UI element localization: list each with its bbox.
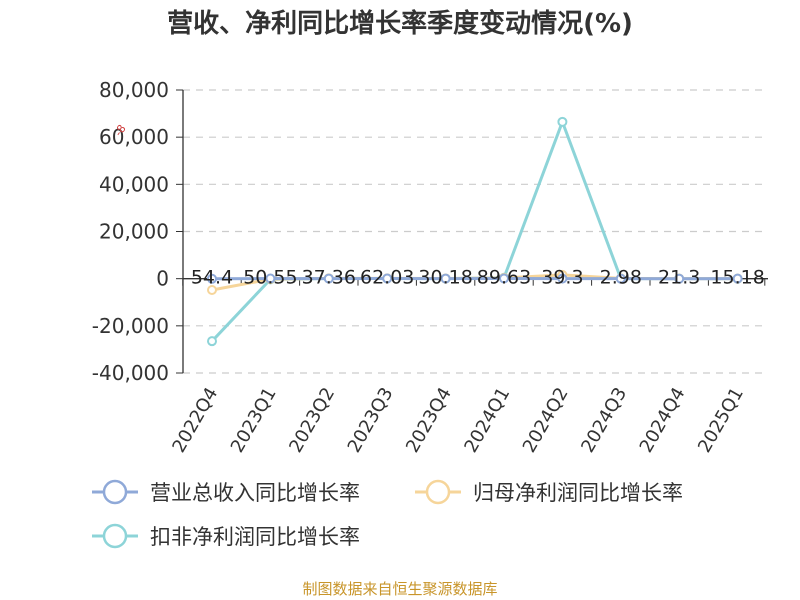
data-point[interactable]	[557, 116, 568, 127]
data-point[interactable]	[615, 273, 626, 284]
data-label: 30.18	[418, 267, 472, 289]
data-label: 21.3	[658, 267, 700, 289]
data-point[interactable]	[207, 273, 217, 284]
y-tick-label: 60,000	[99, 125, 169, 149]
legend-item[interactable]: 扣非净利润同比增长率	[92, 523, 360, 549]
y-tick-label: 0	[156, 267, 169, 291]
data-point[interactable]	[440, 273, 451, 284]
legend-item[interactable]: 归母净利润同比增长率	[415, 479, 683, 505]
x-tick-label: 2023Q2	[285, 384, 339, 456]
x-tick-label: 2024Q2	[519, 384, 573, 456]
data-label: 54.4	[191, 267, 233, 289]
x-tick-label: 2025Q1	[694, 384, 748, 456]
data-point[interactable]	[207, 336, 217, 347]
y-tick-label: -20,000	[92, 314, 169, 338]
data-label: 50.55	[243, 267, 297, 289]
data-point[interactable]	[732, 273, 743, 284]
data-label: 62.03	[360, 267, 414, 289]
data-label: 89.63	[477, 267, 531, 289]
legend-label: 扣非净利润同比增长率	[150, 525, 360, 549]
data-label: 2.98	[600, 267, 642, 289]
data-point[interactable]	[207, 284, 217, 295]
y-tick-label: 40,000	[99, 172, 169, 196]
data-point[interactable]	[557, 273, 568, 284]
x-tick-label: 2023Q1	[227, 384, 281, 456]
data-label: 39.3	[541, 267, 583, 289]
data-label: 37.36	[302, 267, 356, 289]
series-1	[207, 273, 743, 284]
x-tick-label: 2023Q4	[402, 384, 456, 456]
grid-lines	[183, 89, 768, 374]
y-tick-label: 80,000	[99, 78, 169, 102]
data-labels: 54.4 50.55 37.36 62.03 30.18 89.63 39.3 2.98 21.…	[191, 267, 765, 289]
x-tick-label: 2022Q4	[168, 384, 222, 456]
x-axis-ticks: 2022Q4 2023Q1 2023Q2 2023Q3 2023Q4 2024Q1 2024…	[168, 278, 766, 456]
y-tick-label: -40,000	[92, 361, 169, 385]
data-point[interactable]	[499, 273, 509, 284]
series-lines	[207, 116, 743, 347]
y-axis-ticks: 80,000 60,000 40,000 20,000 0 -20,000 -40,000	[92, 78, 183, 385]
chart-title: 营收、净利同比增长率季度变动情况(%)	[167, 8, 633, 39]
data-point[interactable]	[382, 273, 393, 284]
data-point[interactable]	[674, 273, 685, 284]
legend-item[interactable]: 营业总收入同比增长率	[92, 479, 360, 505]
data-point[interactable]	[265, 273, 276, 284]
x-tick-label: 2024Q1	[460, 384, 514, 456]
x-tick-label: 2023Q3	[344, 384, 398, 456]
legend-label: 归母净利润同比增长率	[473, 481, 683, 505]
data-label: 15.18	[710, 267, 764, 289]
legend-label: 营业总收入同比增长率	[150, 481, 360, 505]
legend-circle-icon	[102, 479, 128, 505]
x-tick-label: 2024Q4	[636, 384, 690, 456]
legend-circle-icon	[425, 479, 451, 505]
x-tick-label: 2024Q3	[577, 384, 631, 456]
y-tick-label: 20,000	[99, 220, 169, 244]
legend-circle-icon	[102, 523, 128, 549]
data-point[interactable]	[323, 273, 334, 284]
source-note: 制图数据来自恒生聚源数据库	[302, 580, 497, 598]
